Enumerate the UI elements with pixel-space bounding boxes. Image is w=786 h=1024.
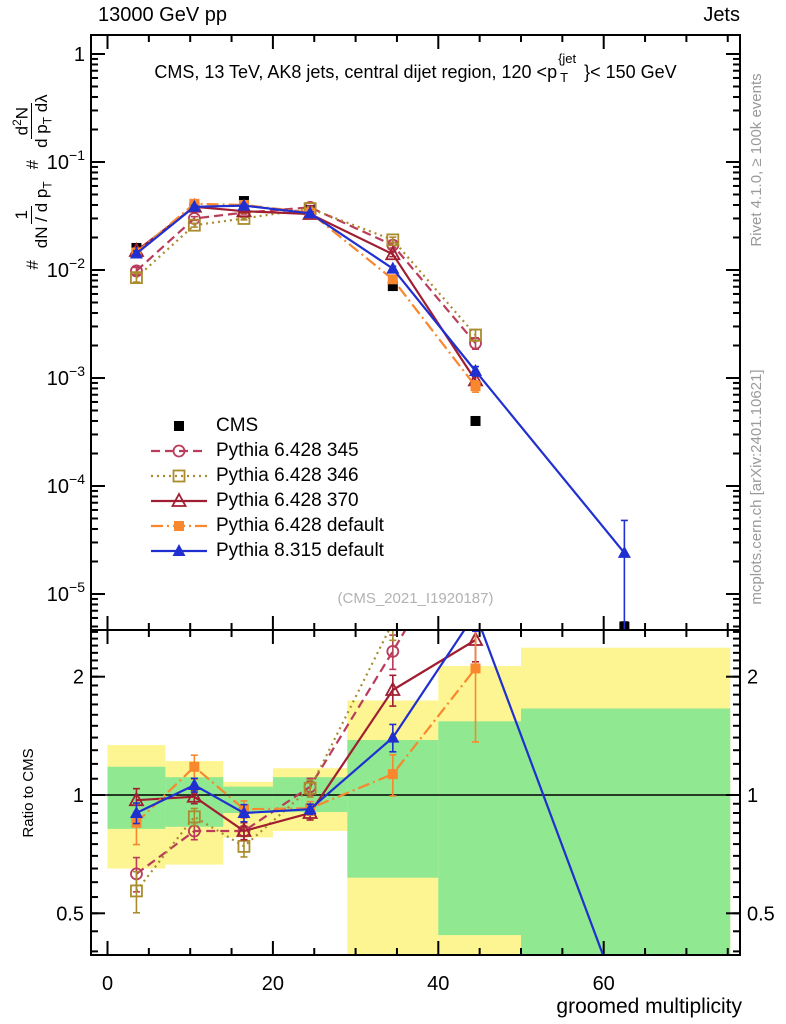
- ratio-series-pythia-6-428-346: [130, 631, 397, 914]
- plot-title: CMS, 13 TeV, AK8 jets, central dijet reg…: [91, 51, 740, 85]
- ratio-series-pythia-8-315-default: [129, 631, 604, 954]
- ylabel-frac2-den: d pT dλ: [32, 94, 55, 148]
- svg-text:2: 2: [747, 667, 758, 689]
- legend-label: Pythia 6.428 346: [216, 464, 359, 486]
- legend-item-pythia-6-428-345: Pythia 6.428 345: [150, 438, 384, 463]
- svg-text:60: 60: [593, 973, 615, 995]
- ylabel-frac1-num: 1: [11, 206, 32, 224]
- main-y-axis-label: # 1 dN / d pT # d2N d pT dλ: [10, 28, 55, 334]
- beam-energy-label: 13000 GeV pp: [98, 4, 227, 26]
- legend-label: Pythia 6.428 370: [216, 489, 359, 511]
- ylabel-hash-1: #: [23, 260, 42, 270]
- x-axis-label: groomed multiplicity: [556, 995, 742, 1018]
- svg-text:0: 0: [102, 973, 113, 995]
- process-label: Jets: [703, 4, 740, 26]
- svg-text:10−2: 10−2: [47, 255, 85, 282]
- svg-text:10−4: 10−4: [47, 471, 85, 498]
- plot-title-sub: T: [560, 70, 569, 85]
- svg-text:10−3: 10−3: [47, 363, 85, 390]
- ylabel-fraction-2: d2N d pT dλ: [10, 92, 55, 150]
- mcplots-credit: mcplots.cern.ch [arXiv:2401.10621]: [748, 369, 765, 605]
- plot-title-post: }< 150 GeV: [584, 62, 677, 82]
- legend-marker-triangle-open: [151, 491, 207, 507]
- svg-text:10−5: 10−5: [47, 579, 85, 606]
- plot-title-pre: CMS, 13 TeV, AK8 jets, central dijet reg…: [154, 62, 558, 82]
- axis-ticks: [91, 35, 740, 955]
- tick-labels: 110−110−210−310−410−50.5 0.51 12 20 20 40 60: [47, 44, 775, 995]
- legend-label: Pythia 8.315 default: [216, 539, 384, 561]
- main-series-pythia-8-315-default: [129, 198, 631, 629]
- analysis-id-watermark: (CMS_2021_I1920187): [337, 590, 494, 607]
- ratio-panel-frame: [90, 629, 741, 956]
- svg-text:1: 1: [747, 785, 758, 807]
- svg-text:10−1: 10−1: [47, 147, 85, 174]
- ylabel-frac2-num: d2N: [10, 102, 33, 140]
- ylabel-hash-2: #: [23, 159, 42, 170]
- legend-item-pythia-8-315-default: Pythia 8.315 default: [150, 538, 384, 563]
- ylabel-frac1-den: dN / d pT: [31, 181, 55, 249]
- legend-item-cms: CMS: [150, 413, 384, 438]
- legend-marker-square-filled: [174, 420, 184, 431]
- legend-marker-circle-open: [151, 444, 207, 457]
- legend-marker-square-filled: [151, 520, 207, 531]
- legend: CMS Pythia 6.428 345 Pythia 6.428 346 Pythi…: [150, 413, 384, 563]
- svg-text:1: 1: [74, 44, 85, 66]
- legend-marker-triangle-filled: [151, 543, 207, 556]
- svg-text:0.5: 0.5: [56, 903, 84, 925]
- legend-label: Pythia 6.428 default: [216, 514, 384, 536]
- ylabel-fraction-1: 1 dN / d pT: [11, 179, 55, 250]
- svg-text:2: 2: [73, 667, 84, 689]
- legend-label: CMS: [216, 414, 259, 436]
- svg-text:1: 1: [73, 785, 84, 807]
- svg-text:20: 20: [262, 973, 284, 995]
- main-series-pythia-6-428-346: [130, 202, 482, 342]
- legend-item-pythia-6-428-370: Pythia 6.428 370: [150, 488, 384, 513]
- ratio-y-axis-label: Ratio to CMS: [20, 748, 37, 838]
- legend-item-pythia-6-428-346: Pythia 6.428 346: [150, 463, 384, 488]
- svg-text:0.5: 0.5: [747, 903, 775, 925]
- svg-text:40: 40: [427, 973, 449, 995]
- legend-item-pythia-6-428-default: Pythia 6.428 default: [150, 513, 384, 538]
- rivet-version-note: Rivet 4.1.0, ≥ 100k events: [748, 73, 765, 247]
- legend-marker-square-open: [151, 469, 207, 482]
- plot-title-supsub: {jet T: [557, 51, 584, 85]
- plot-title-sup: {jet: [558, 51, 577, 66]
- legend-label: Pythia 6.428 345: [216, 439, 359, 461]
